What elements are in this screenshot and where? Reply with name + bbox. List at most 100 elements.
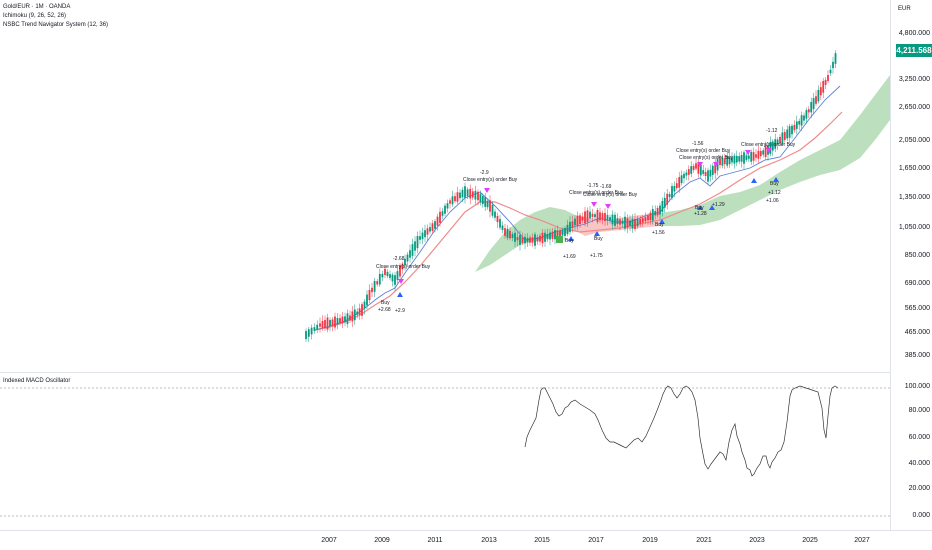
candle-body (697, 162, 700, 174)
candle-body (723, 158, 726, 165)
candle-body (531, 237, 534, 243)
candle-body (791, 125, 793, 135)
candle-body (439, 211, 441, 223)
candle-body (629, 220, 631, 227)
candle-body (489, 200, 491, 212)
candle-body (313, 327, 316, 331)
candle-body (368, 289, 371, 301)
candle-body (819, 87, 822, 96)
close-arrow (713, 162, 719, 167)
oscillator-chart[interactable] (0, 372, 890, 530)
candle-body (788, 126, 791, 138)
candle-body (594, 214, 596, 218)
candle-body (554, 230, 556, 240)
trade-label: +1.56 (652, 230, 665, 236)
candle-body (494, 211, 496, 218)
candle-body (683, 173, 685, 179)
price-tick: 850.000 (904, 252, 930, 259)
candle-body (351, 311, 354, 322)
indicator-ichimoku[interactable]: Ichimoku (9, 26, 52, 26) (3, 13, 67, 19)
candle-body (626, 218, 629, 228)
candle-body (707, 170, 709, 182)
year-tick: 2017 (588, 537, 604, 544)
candle-body (783, 132, 786, 140)
candle-body (574, 218, 576, 226)
osc-tick: 0.000 (912, 512, 930, 519)
trade-label: +1.28 (694, 211, 707, 217)
candle-body (651, 209, 654, 221)
candle-body (429, 227, 431, 232)
trade-label: Close entry(s) order Buy (463, 177, 518, 183)
close-arrow (766, 148, 772, 153)
trade-label: Buy (594, 236, 603, 242)
candle-body (680, 175, 683, 184)
candle-body (757, 150, 760, 159)
candle-body (396, 271, 399, 280)
candle-body (589, 211, 591, 219)
trade-label: -2.9 (480, 170, 489, 176)
candle-body (556, 230, 559, 238)
candle-body (614, 214, 616, 226)
candle-body (341, 316, 344, 324)
year-tick: 2009 (374, 537, 390, 544)
candle-body (411, 244, 414, 256)
candle-body (671, 186, 673, 198)
candle-body (704, 171, 707, 177)
candle-body (431, 223, 434, 232)
candle-body (726, 155, 729, 166)
trade-label: +1.75 (590, 253, 603, 259)
candle-body (752, 152, 755, 161)
trade-label: Close entry(s) order Buy (376, 264, 431, 270)
trade-label: Buy (770, 181, 779, 187)
candle-body (786, 129, 789, 139)
price-tick: 2,050.000 (898, 137, 930, 144)
price-tick: 1,350.000 (898, 194, 930, 201)
candle-body (803, 115, 805, 121)
candle-body (719, 158, 721, 166)
candle-body (695, 163, 697, 169)
candle-body (690, 166, 693, 174)
candle-body (336, 318, 339, 325)
symbol-title[interactable]: Gold/EUR · 1M · OANDA (3, 4, 71, 10)
candle-body (711, 165, 714, 176)
candle-body (721, 157, 724, 166)
trade-label: -1.75 (587, 183, 599, 189)
candle-body (316, 324, 319, 330)
candle-body (733, 155, 736, 164)
candle-body (529, 237, 531, 243)
candle-body (491, 204, 494, 216)
candle-body (661, 200, 664, 212)
pane-divider[interactable] (0, 372, 890, 373)
candle-body (636, 219, 639, 227)
candle-body (421, 232, 424, 240)
candle-body (384, 268, 386, 276)
year-tick: 2021 (696, 537, 712, 544)
candle-body (305, 330, 307, 340)
candle-body (549, 232, 551, 240)
candle-body (647, 215, 649, 221)
year-tick: 2015 (534, 537, 550, 544)
candle-body (601, 213, 604, 221)
price-chart[interactable] (0, 0, 890, 372)
candle-body (815, 96, 817, 104)
candle-body (740, 155, 743, 162)
trade-label: Close entry(s) order Buy (679, 155, 734, 161)
candle-body (685, 172, 688, 176)
osc-line (524, 385, 839, 477)
indicator-nsbc[interactable]: NSBC Trend Navigator System (12, 36) (3, 22, 109, 28)
candle-body (509, 230, 511, 239)
oscillator-title[interactable]: Indexed MACD Oscillator (3, 378, 71, 384)
price-tick: 465.000 (904, 329, 930, 336)
candle-body (675, 183, 678, 189)
candle-body (663, 197, 666, 208)
candle-body (634, 218, 636, 230)
candle-body (409, 250, 411, 258)
candle-body (639, 218, 642, 225)
candle-body (619, 219, 621, 225)
candle-body (446, 203, 449, 209)
buy-arrow (697, 205, 703, 210)
candle-body (687, 169, 690, 175)
candle-body (762, 150, 765, 155)
candle-body (424, 230, 426, 238)
candle-body (504, 228, 506, 236)
